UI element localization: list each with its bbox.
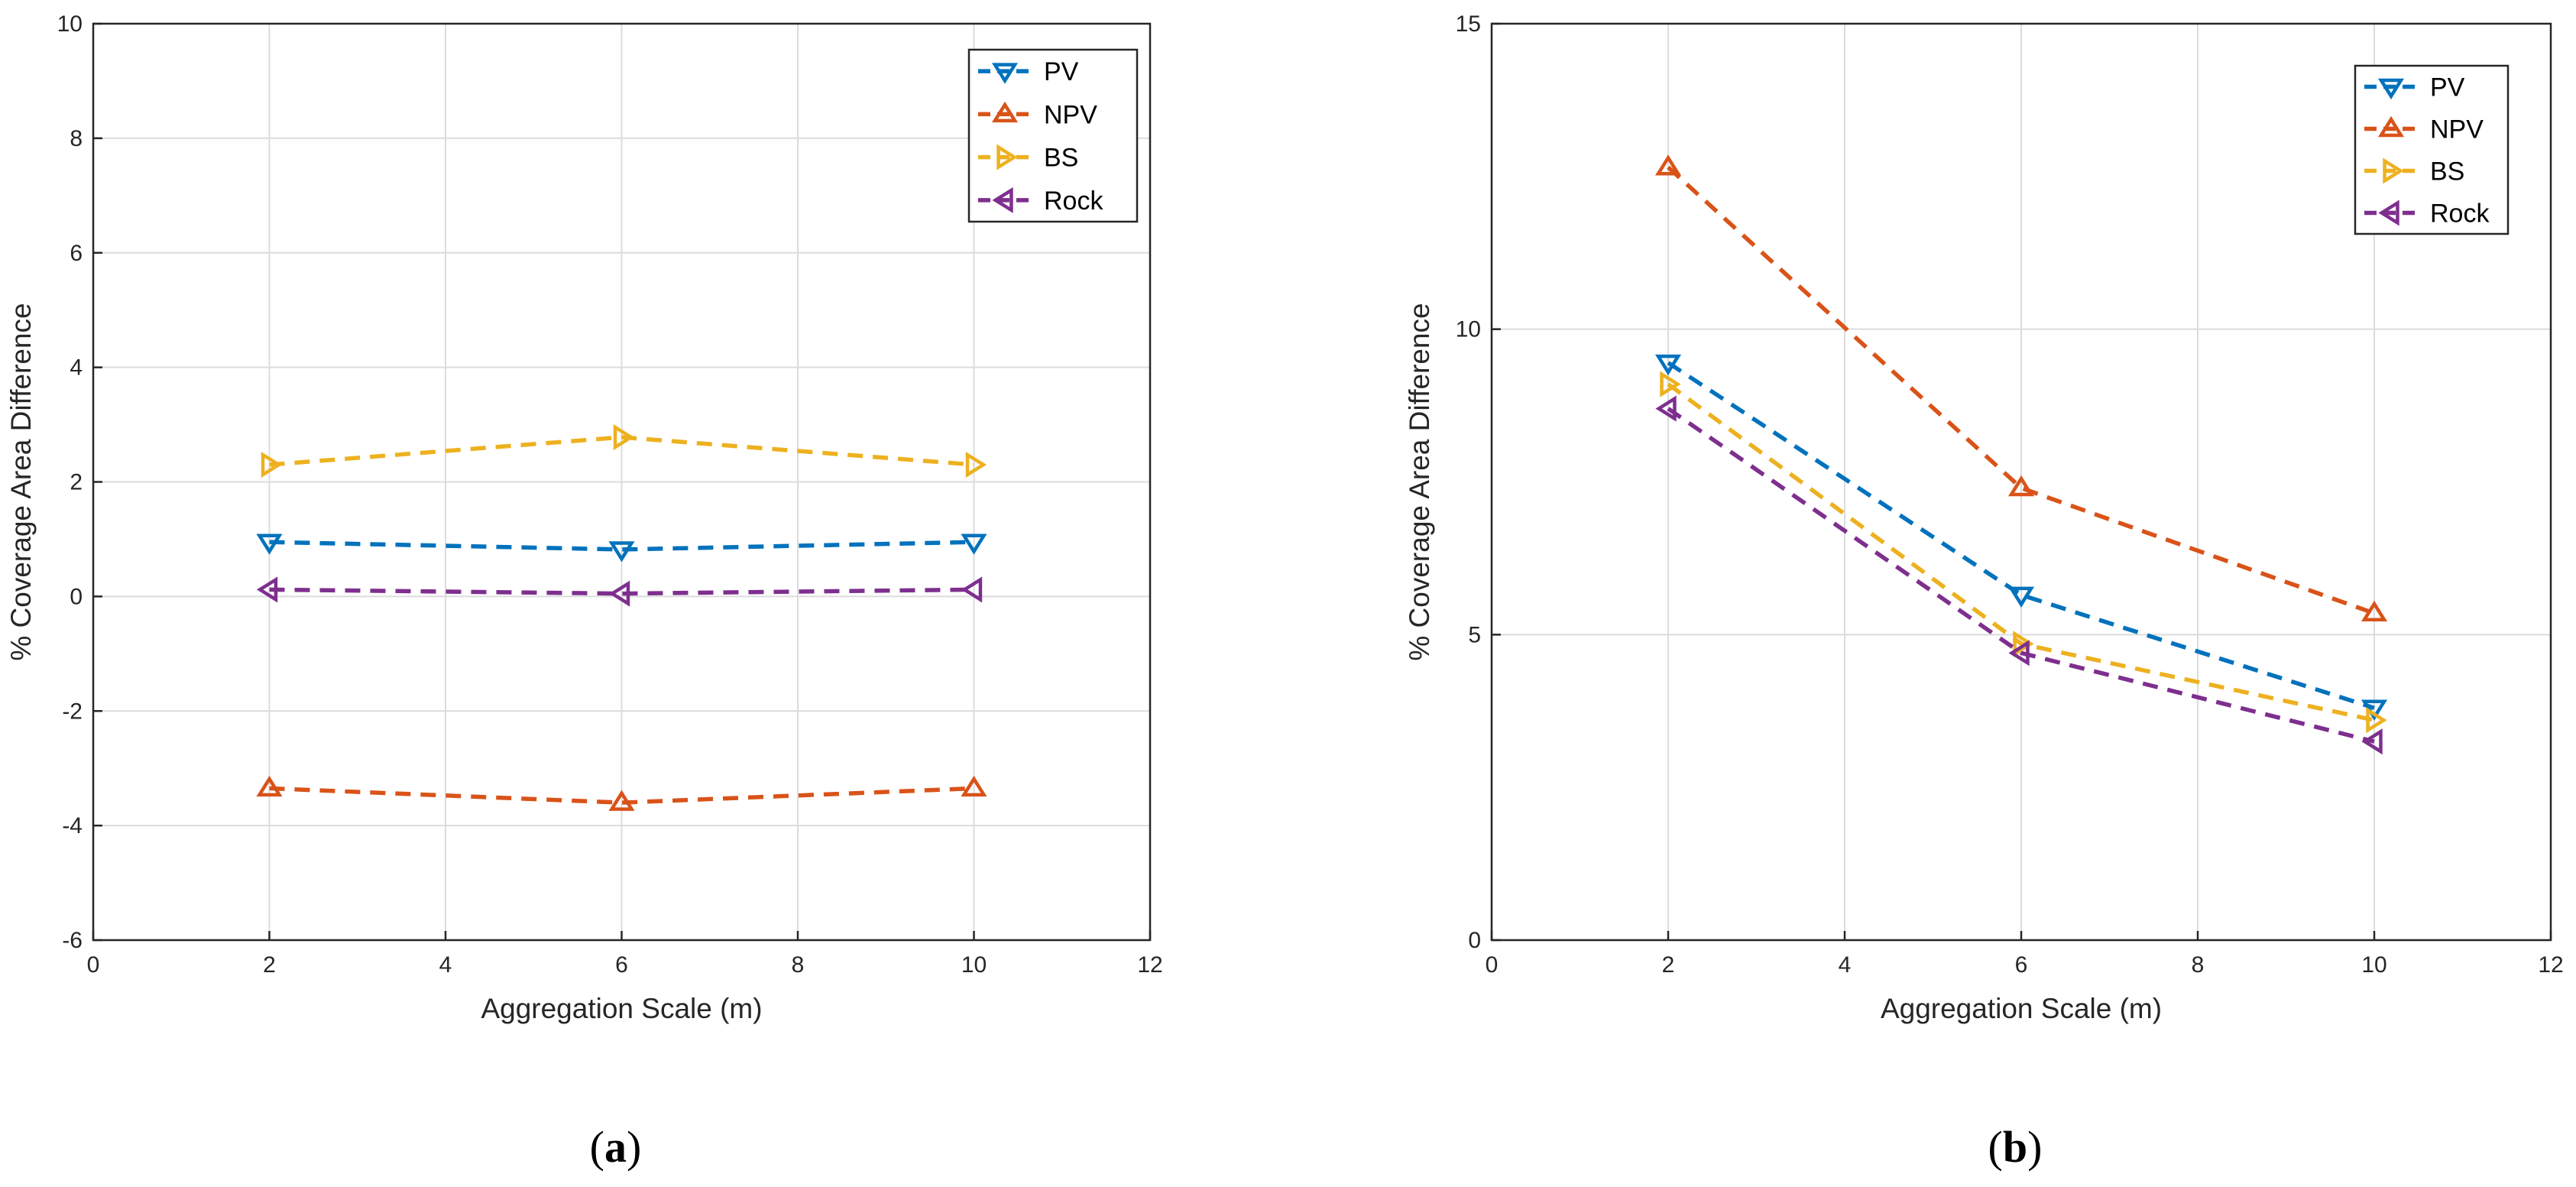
legend-marker-npv xyxy=(2377,115,2405,138)
y-tick-label: 0 xyxy=(70,584,83,609)
x-tick-label: 6 xyxy=(615,952,628,978)
y-tick-label: 5 xyxy=(1468,622,1481,647)
x-tick-label: 12 xyxy=(1137,952,1162,978)
legend-marker-pv xyxy=(2377,78,2405,100)
y-tick-label: 10 xyxy=(1456,317,1481,342)
caption-open-paren: ( xyxy=(590,1122,604,1172)
legend-label-pv: PV xyxy=(2430,73,2465,102)
y-tick-label: -2 xyxy=(62,699,83,724)
data-point-bs xyxy=(2366,707,2387,734)
x-tick-label: 6 xyxy=(2015,952,2028,978)
legend-box xyxy=(967,48,1139,223)
x-tick-label: 2 xyxy=(263,952,276,978)
y-tick-label: 8 xyxy=(70,126,83,151)
y-tick-label: 15 xyxy=(1456,11,1481,37)
data-point-rock xyxy=(256,576,278,603)
legend-box xyxy=(2354,64,2510,235)
data-point-bs xyxy=(2013,631,2034,657)
series-line-rock xyxy=(269,587,974,596)
legend-marker-rock xyxy=(2378,199,2399,226)
data-point-rock xyxy=(2361,728,2383,755)
y-axis-label: % Coverage Area Difference xyxy=(5,303,37,660)
y-tick-label: 10 xyxy=(57,11,83,37)
x-axis-label: Aggregation Scale (m) xyxy=(1881,993,2162,1024)
y-axis-label: % Coverage Area Difference xyxy=(1404,303,1435,660)
data-point-rock xyxy=(2008,640,2030,666)
x-tick-label: 8 xyxy=(2192,952,2205,978)
x-axis-label: Aggregation Scale (m) xyxy=(481,993,762,1024)
data-point-bs xyxy=(965,451,987,478)
legend-label-pv: PV xyxy=(1044,57,1079,86)
x-tick-label: 10 xyxy=(961,952,987,978)
legend-marker-npv xyxy=(991,101,1019,123)
x-tick-label: 4 xyxy=(1839,952,1852,978)
data-point-bs xyxy=(1660,371,1681,397)
data-point-npv xyxy=(2361,600,2388,622)
data-point-rock xyxy=(608,580,630,607)
legend-marker-pv xyxy=(991,63,1019,84)
legend-label-rock: Rock xyxy=(1044,186,1103,216)
panel-caption: (a) xyxy=(590,1122,642,1172)
caption-letter: a xyxy=(604,1122,627,1172)
data-point-pv xyxy=(256,534,283,555)
legend-label-rock: Rock xyxy=(2430,199,2490,229)
data-point-pv xyxy=(608,541,635,563)
x-tick-label: 12 xyxy=(2538,952,2563,978)
y-tick-label: 0 xyxy=(1468,928,1481,953)
legend-label-bs: BS xyxy=(1044,144,1078,173)
legend-label-npv: NPV xyxy=(2430,115,2484,144)
series-line-bs xyxy=(269,435,974,467)
data-point-npv xyxy=(256,775,283,797)
caption-letter: b xyxy=(2003,1122,2027,1172)
caption-close-paren: ) xyxy=(2027,1122,2042,1172)
series-line-bs xyxy=(1667,382,2375,722)
data-point-pv xyxy=(2007,586,2035,608)
y-tick-label: -6 xyxy=(62,928,83,953)
y-tick-label: 4 xyxy=(70,355,83,381)
data-point-pv xyxy=(1654,354,1682,376)
x-tick-label: 4 xyxy=(439,952,452,978)
data-point-npv xyxy=(608,790,635,811)
legend-marker-bs xyxy=(996,144,1018,170)
y-tick-label: -4 xyxy=(62,813,83,838)
y-tick-label: 6 xyxy=(70,241,83,266)
legend-label-npv: NPV xyxy=(1044,100,1097,129)
panel-caption: (b) xyxy=(1988,1122,2043,1172)
data-point-rock xyxy=(961,576,983,603)
panel-b: 0 2 4 6 8 10 12 0 5 10 15 Aggregation Scale (m) % Co… xyxy=(1404,11,2564,1172)
x-tick-label: 8 xyxy=(792,952,805,978)
series-line-npv xyxy=(1667,165,2375,615)
data-point-bs xyxy=(613,423,635,451)
legend-label-bs: BS xyxy=(2430,157,2464,186)
panel-a: 0 2 4 6 8 10 12 -6 -4 -2 0 2 4 6 8 10 Aggregation Scale … xyxy=(5,11,1163,1172)
series-line-pv xyxy=(1667,361,2375,710)
series-line-npv xyxy=(269,786,974,805)
caption-open-paren: ( xyxy=(1988,1122,2003,1172)
data-point-npv xyxy=(1654,154,1682,176)
data-point-npv xyxy=(2007,475,2035,497)
data-point-rock xyxy=(1655,395,1677,422)
legend-marker-rock xyxy=(992,186,1013,213)
data-point-pv xyxy=(961,534,987,555)
data-point-npv xyxy=(961,775,987,797)
data-point-bs xyxy=(261,451,283,478)
y-tick-label: 2 xyxy=(70,470,83,495)
legend-marker-bs xyxy=(2383,157,2404,184)
x-tick-label: 0 xyxy=(87,952,100,978)
x-tick-label: 0 xyxy=(1486,952,1499,978)
x-tick-label: 10 xyxy=(2361,952,2386,978)
caption-close-paren: ) xyxy=(627,1122,641,1172)
x-tick-label: 2 xyxy=(1662,952,1675,978)
series-line-rock xyxy=(1667,407,2375,744)
series-line-pv xyxy=(269,540,974,552)
